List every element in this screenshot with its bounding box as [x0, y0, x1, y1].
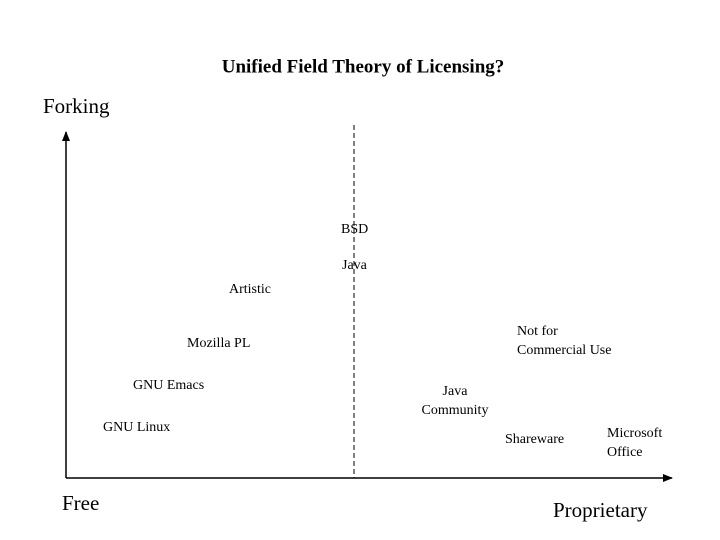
node-label: Microsoft Office: [607, 426, 662, 460]
node-label-line: Shareware: [505, 432, 564, 447]
node-label-line: Commercial Use: [517, 343, 611, 358]
node-label: GNU Emacs: [133, 378, 204, 393]
node-label-line: Mozilla PL: [187, 336, 250, 351]
x-axis-left-label: Free: [62, 491, 99, 515]
node-labels: BSD Java Artistic Mozilla PL GNU Emacs GNU Li…: [103, 222, 662, 460]
node-label-line: Not for: [517, 324, 558, 339]
node-label-line: Artistic: [229, 282, 271, 297]
x-axis-right-label: Proprietary: [553, 498, 648, 522]
node-label: GNU Linux: [103, 420, 170, 435]
node-label-line: BSD: [341, 222, 368, 237]
node-label: Artistic: [229, 282, 271, 297]
node-label: Java Community: [422, 384, 489, 418]
node-label: Shareware: [505, 432, 564, 447]
node-label-line: Java: [443, 384, 469, 399]
node-label: Mozilla PL: [187, 336, 250, 351]
title: Unified Field Theory of Licensing?: [222, 56, 505, 77]
y-axis-label: Forking: [43, 94, 110, 118]
node-label-line: GNU Emacs: [133, 378, 204, 393]
node-label: Not for Commercial Use: [517, 324, 611, 358]
node-label-line: Community: [422, 403, 489, 418]
node-label-line: Java: [342, 258, 368, 273]
node-label: Java: [342, 258, 368, 273]
node-label-line: Office: [607, 445, 643, 460]
node-label: BSD: [341, 222, 368, 237]
node-label-line: Microsoft: [607, 426, 662, 441]
node-label-line: GNU Linux: [103, 420, 170, 435]
